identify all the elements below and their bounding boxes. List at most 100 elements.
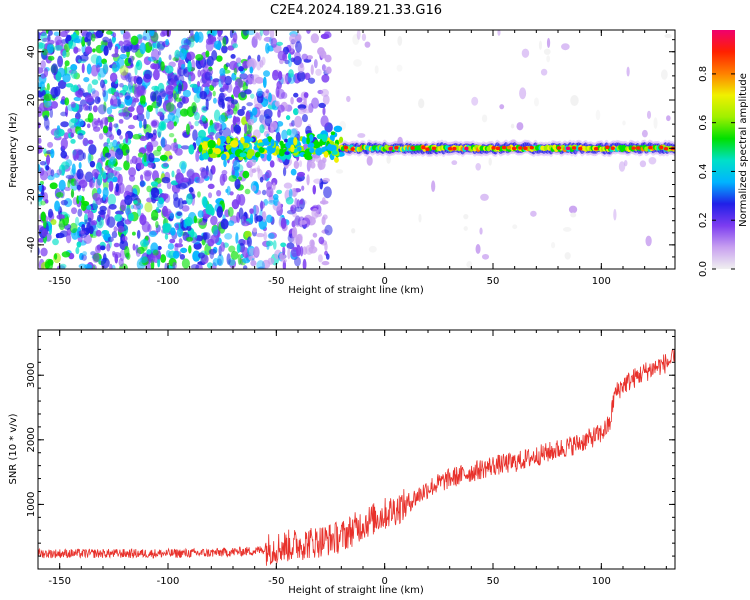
noise-blob [206,262,213,269]
noise-blob [185,193,193,205]
noise-blob [648,156,657,165]
noise-blob [103,45,109,56]
noise-blob [324,224,333,236]
noise-blob [479,227,483,235]
turbulent-blob [257,142,265,147]
noise-blob [147,133,154,139]
noise-blob [114,213,123,222]
noise-blob [540,68,548,76]
noise-blob [82,184,86,192]
noise-blob [130,35,139,46]
noise-blob [290,96,294,105]
noise-blob [178,238,183,244]
turbulent-blob [293,137,298,146]
turbulent-blob [201,141,209,151]
noise-blob [118,257,124,267]
snr-panel: -150 -100 -50 0 50 100 1000 2000 3000 Height of … [8,329,676,596]
noise-blob [302,258,307,269]
noise-blob [184,216,193,227]
noise-blob [81,223,86,232]
noise-blob [137,152,144,158]
noise-blob [86,63,92,75]
band-peak [663,146,669,151]
colorbar-tick-label: 0.2 [698,212,709,228]
noise-blob [136,112,145,122]
noise-blob [301,114,308,123]
band-peak [610,146,615,150]
noise-blob [227,206,234,217]
noise-blob [205,203,214,215]
noise-blob [38,82,43,90]
noise-blob [108,180,114,192]
noise-blob [288,53,292,61]
noise-blob [70,132,75,138]
noise-blob [90,33,96,42]
noise-blob [160,31,166,37]
noise-blob [247,118,255,126]
noise-blob [234,116,241,123]
band-peak [565,146,571,151]
noise-blob [74,90,83,97]
noise-blob [165,38,170,46]
noise-blob [396,64,403,72]
noise-blob [132,133,142,140]
noise-blob [259,201,266,209]
turbulent-blob [290,144,295,153]
noise-blob [167,112,176,122]
turbulent-blob [198,144,203,153]
noise-blob [73,37,81,44]
noise-blob [174,97,183,102]
noise-blob [646,110,652,119]
noise-blob [475,163,482,171]
noise-blob [179,48,187,60]
noise-blob [234,178,241,190]
noise-blob [73,179,80,187]
noise-blob [320,33,330,40]
noise-blob [175,223,179,231]
noise-blob [664,33,672,39]
noise-blob [54,45,63,51]
noise-blob [229,30,234,39]
colorbar-tick-label: 0.4 [698,163,709,179]
noise-blob [243,123,248,135]
noise-blob [641,129,648,138]
noise-blob [127,57,132,64]
noise-blob [124,195,133,206]
noise-blob [181,205,190,212]
noise-blob [224,75,233,86]
band-peak [388,146,393,151]
noise-blob [83,234,92,245]
noise-blob [102,36,110,43]
noise-blob [57,80,67,89]
noise-blob [58,179,66,191]
spectrogram-y-axis-label: Frequency (Hz) [8,112,19,188]
noise-blob [150,95,157,102]
turbulent-blob [301,136,307,145]
noise-blob [290,168,297,176]
noise-blob [516,122,524,131]
noise-blob [152,129,157,136]
noise-blob [568,205,578,214]
noise-blob [113,242,120,248]
noise-blob [53,129,61,139]
noise-blob [322,94,330,105]
noise-blob [60,150,68,159]
noise-blob [431,180,436,193]
noise-blob [50,148,55,159]
noise-blob [122,235,128,242]
band-peak [571,146,577,150]
noise-blob [226,100,233,111]
turbulent-blob [270,138,275,147]
noise-blob [386,155,391,164]
noise-blob [570,94,579,106]
noise-blob [254,213,258,224]
noise-blob [143,152,147,163]
noise-blob [150,187,160,199]
noise-blob [197,191,201,198]
band-peak [523,146,528,151]
noise-blob [131,194,139,202]
noise-blob [38,145,43,151]
noise-blob [78,195,83,202]
noise-blob [182,89,192,98]
noise-blob [62,73,71,83]
